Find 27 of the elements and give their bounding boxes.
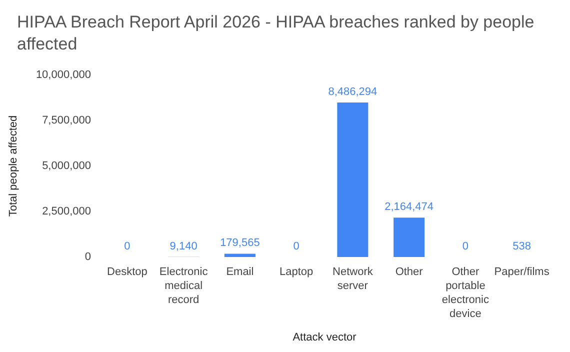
x-tick-label: Email — [226, 266, 254, 278]
x-tick-label: Electronic medical record — [159, 266, 208, 306]
y-tick-label: 5,000,000 — [42, 160, 91, 172]
x-tick-label: Laptop — [279, 266, 314, 278]
x-tick-label: Network server — [332, 266, 374, 292]
x-tick-label: Desktop — [107, 266, 148, 278]
data-label: 0 — [462, 240, 468, 252]
data-label: 0 — [293, 240, 300, 252]
bar — [394, 218, 425, 257]
y-tick-label: 10,000,000 — [36, 69, 91, 81]
data-label: 179,565 — [220, 237, 260, 250]
x-tick-label: Other — [395, 266, 424, 278]
y-tick-label: 2,500,000 — [42, 206, 91, 218]
chart-title: HIPAA Breach Report April 2026 - HIPAA breaches ranked by people affected — [17, 12, 539, 54]
y-tick-label: 0 — [84, 251, 91, 263]
x-tick-label: Paper/films — [494, 266, 550, 278]
data-label: 0 — [124, 240, 130, 252]
data-label: 2,164,474 — [384, 201, 434, 214]
y-axis-title: Total people affected — [8, 115, 20, 217]
bar — [337, 102, 368, 257]
y-tick-label: 7,500,000 — [42, 114, 91, 126]
bar — [224, 254, 256, 257]
data-label: 538 — [512, 240, 531, 252]
x-axis-title: Attack vector — [292, 332, 357, 344]
data-label: 8,486,294 — [328, 86, 378, 98]
data-label: 9,140 — [170, 240, 198, 252]
x-tick-label: Other portable electronic device — [442, 266, 490, 320]
